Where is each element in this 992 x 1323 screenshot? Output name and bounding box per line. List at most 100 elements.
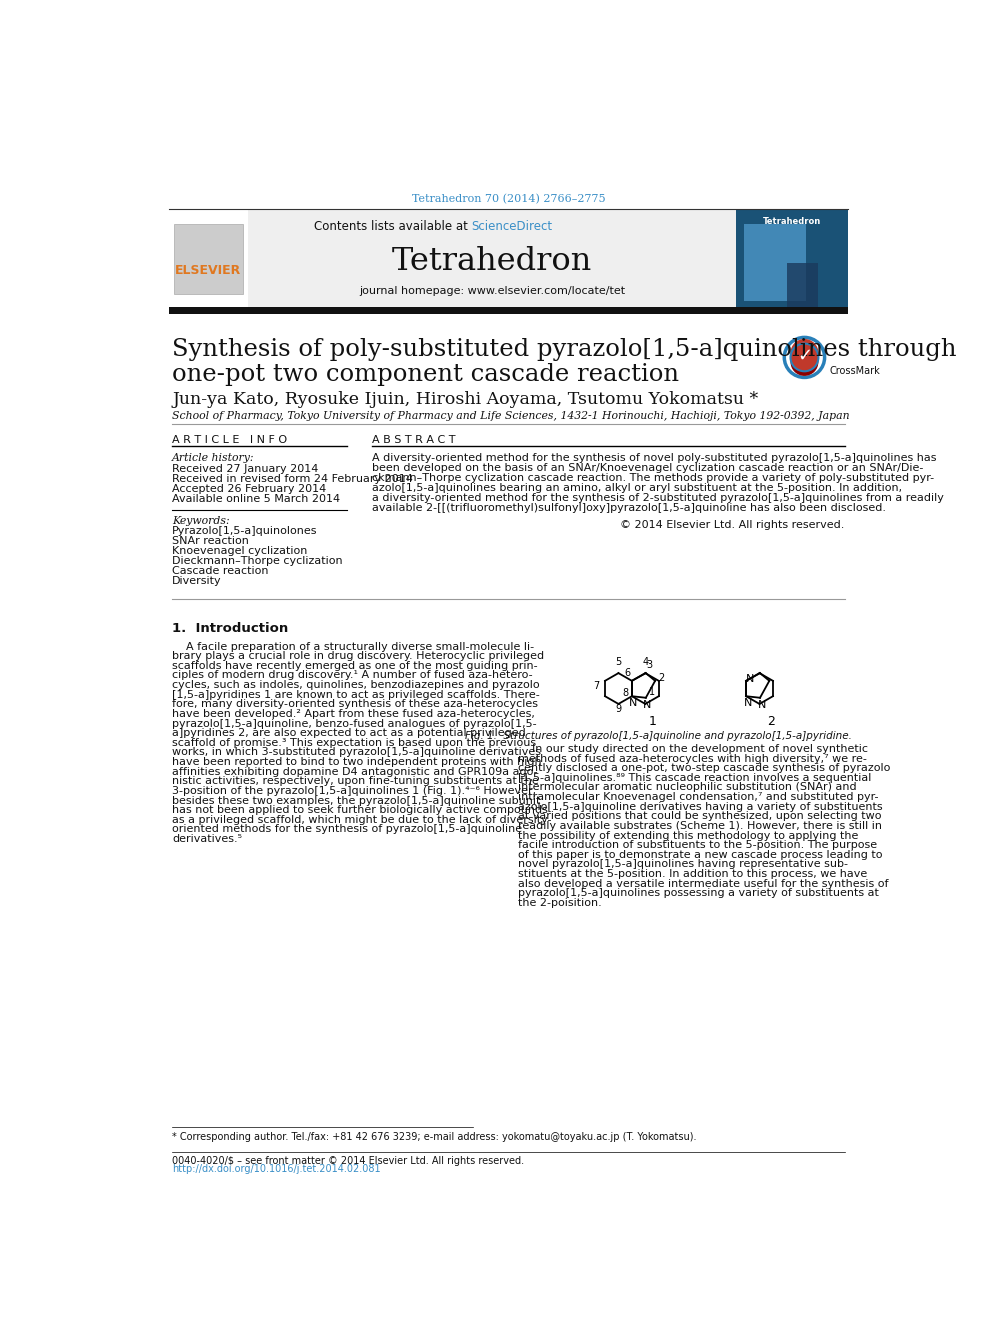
Text: A facile preparation of a structurally diverse small-molecule li-: A facile preparation of a structurally d… (172, 642, 534, 651)
Text: a]pyridines 2, are also expected to act as a potential privileged: a]pyridines 2, are also expected to act … (172, 728, 526, 738)
Text: cently disclosed a one-pot, two-step cascade synthesis of pyrazolo: cently disclosed a one-pot, two-step cas… (518, 763, 890, 773)
Text: Synthesis of poly-substituted pyrazolo[1,5-a]quinolines through: Synthesis of poly-substituted pyrazolo[1… (172, 339, 956, 361)
Text: [1,5-a]pyridines 1 are known to act as privileged scaffolds. There-: [1,5-a]pyridines 1 are known to act as p… (172, 689, 540, 700)
Text: CrossMark: CrossMark (829, 365, 880, 376)
Text: azolo[1,5-a]quinolines bearing an amino, alkyl or aryl substituent at the 5-posi: azolo[1,5-a]quinolines bearing an amino,… (372, 483, 902, 493)
Text: available 2-[[(trifluoromethyl)sulfonyl]oxy]pyrazolo[1,5-a]quinoline has also be: available 2-[[(trifluoromethyl)sulfonyl]… (372, 503, 886, 513)
Text: Received 27 January 2014: Received 27 January 2014 (172, 464, 318, 474)
Text: N: N (757, 700, 766, 709)
Text: journal homepage: www.elsevier.com/locate/tet: journal homepage: www.elsevier.com/locat… (359, 286, 625, 296)
Text: scaffolds have recently emerged as one of the most guiding prin-: scaffolds have recently emerged as one o… (172, 660, 538, 671)
Text: N: N (746, 673, 754, 684)
Text: as a privileged scaffold, which might be due to the lack of diversity-: as a privileged scaffold, which might be… (172, 815, 552, 824)
Circle shape (791, 339, 818, 366)
Text: also developed a versatile intermediate useful for the synthesis of: also developed a versatile intermediate … (518, 878, 888, 889)
Text: 8: 8 (623, 688, 629, 699)
Text: works, in which 3-substituted pyrazolo[1,5-a]quinoline derivatives: works, in which 3-substituted pyrazolo[1… (172, 747, 541, 758)
Text: SNAr reaction: SNAr reaction (172, 536, 249, 546)
Text: nistic activities, respectively, upon fine-tuning substituents at the: nistic activities, respectively, upon fi… (172, 777, 539, 786)
Text: Diversity: Diversity (172, 577, 221, 586)
FancyBboxPatch shape (736, 210, 848, 308)
Text: Knoevenagel cyclization: Knoevenagel cyclization (172, 546, 308, 557)
Text: ScienceDirect: ScienceDirect (471, 220, 553, 233)
Text: Accepted 26 February 2014: Accepted 26 February 2014 (172, 484, 326, 493)
Text: 2: 2 (767, 716, 775, 729)
Text: facile introduction of substituents to the 5-position. The purpose: facile introduction of substituents to t… (518, 840, 877, 851)
Text: readily available substrates (Scheme 1). However, there is still in: readily available substrates (Scheme 1).… (518, 822, 882, 831)
Text: Contents lists available at: Contents lists available at (313, 220, 471, 233)
Text: Cascade reaction: Cascade reaction (172, 566, 269, 577)
Text: affinities exhibiting dopamine D4 antagonistic and GPR109a ago-: affinities exhibiting dopamine D4 antago… (172, 766, 538, 777)
Text: 1: 1 (649, 687, 655, 697)
Circle shape (791, 348, 818, 376)
Text: derivatives.⁵: derivatives.⁵ (172, 833, 242, 844)
Text: 1: 1 (649, 716, 657, 729)
FancyBboxPatch shape (248, 210, 736, 308)
Text: 3: 3 (646, 660, 652, 669)
Text: 1.  Introduction: 1. Introduction (172, 622, 289, 635)
Text: the possibility of extending this methodology to applying the: the possibility of extending this method… (518, 831, 858, 840)
Text: Fig. 1.  Structures of pyrazolo[1,5-a]quinoline and pyrazolo[1,5-a]pyridine.: Fig. 1. Structures of pyrazolo[1,5-a]qui… (465, 732, 852, 741)
Text: has not been applied to seek further biologically active compounds: has not been applied to seek further bio… (172, 806, 548, 815)
Text: brary plays a crucial role in drug discovery. Heterocyclic privileged: brary plays a crucial role in drug disco… (172, 651, 545, 662)
Text: a diversity-oriented method for the synthesis of 2-substituted pyrazolo[1,5-a]qu: a diversity-oriented method for the synt… (372, 493, 943, 503)
Text: 5: 5 (615, 658, 622, 667)
Text: 3-position of the pyrazolo[1,5-a]quinolines 1 (Fig. 1).⁴⁻⁶ However,: 3-position of the pyrazolo[1,5-a]quinoli… (172, 786, 536, 796)
Text: at varied positions that could be synthesized, upon selecting two: at varied positions that could be synthe… (518, 811, 881, 822)
Text: N: N (629, 699, 638, 708)
Text: © 2014 Elsevier Ltd. All rights reserved.: © 2014 Elsevier Ltd. All rights reserved… (620, 520, 845, 531)
Text: the 2-poisition.: the 2-poisition. (518, 898, 601, 908)
Text: Jun-ya Kato, Ryosuke Ijuin, Hiroshi Aoyama, Tsutomu Yokomatsu *: Jun-ya Kato, Ryosuke Ijuin, Hiroshi Aoya… (172, 390, 758, 407)
Text: oriented methods for the synthesis of pyrazolo[1,5-a]quinoline: oriented methods for the synthesis of py… (172, 824, 522, 835)
Text: Keywords:: Keywords: (172, 516, 230, 525)
Text: School of Pharmacy, Tokyo University of Pharmacy and Life Sciences, 1432-1 Horin: School of Pharmacy, Tokyo University of … (172, 411, 850, 421)
FancyBboxPatch shape (787, 263, 817, 308)
Text: azolo[1,5-a]quinoline derivatives having a variety of substituents: azolo[1,5-a]quinoline derivatives having… (518, 802, 882, 812)
Text: scaffold of promise.³ This expectation is based upon the previous: scaffold of promise.³ This expectation i… (172, 738, 536, 747)
Text: Tetrahedron 70 (2014) 2766–2775: Tetrahedron 70 (2014) 2766–2775 (412, 193, 605, 204)
Text: have been developed.² Apart from these fused aza-heterocycles,: have been developed.² Apart from these f… (172, 709, 535, 718)
Text: A B S T R A C T: A B S T R A C T (372, 435, 455, 445)
Text: * Corresponding author. Tel./fax: +81 42 676 3239; e-mail address: yokomatu@toya: * Corresponding author. Tel./fax: +81 42… (172, 1131, 696, 1142)
Text: Received in revised form 24 February 2014: Received in revised form 24 February 201… (172, 474, 413, 484)
Text: of this paper is to demonstrate a new cascade process leading to: of this paper is to demonstrate a new ca… (518, 849, 882, 860)
Text: Available online 5 March 2014: Available online 5 March 2014 (172, 493, 340, 504)
Text: In our study directed on the development of novel synthetic: In our study directed on the development… (518, 744, 868, 754)
Text: been developed on the basis of an SNAr/Knoevenagel cyclization cascade reaction : been developed on the basis of an SNAr/K… (372, 463, 924, 474)
Text: pyrazolo[1,5-a]quinoline, benzo-fused analogues of pyrazolo[1,5-: pyrazolo[1,5-a]quinoline, benzo-fused an… (172, 718, 537, 729)
FancyBboxPatch shape (175, 224, 243, 294)
Text: intermolecular aromatic nucleophilic substitution (SNAr) and: intermolecular aromatic nucleophilic sub… (518, 782, 856, 792)
Text: besides these two examples, the pyrazolo[1,5-a]quinoline subunit: besides these two examples, the pyrazolo… (172, 795, 541, 806)
Text: intramolecular Knoevenagel condensation,⁷ and substituted pyr-: intramolecular Knoevenagel condensation,… (518, 792, 878, 802)
Text: Dieckmann–Thorpe cyclization: Dieckmann–Thorpe cyclization (172, 557, 342, 566)
Text: Pyrazolo[1,5-a]quinolones: Pyrazolo[1,5-a]quinolones (172, 527, 317, 536)
Text: stituents at the 5-position. In addition to this process, we have: stituents at the 5-position. In addition… (518, 869, 867, 878)
Text: Tetrahedron: Tetrahedron (763, 217, 821, 226)
Text: ✓: ✓ (797, 347, 812, 365)
Text: A diversity-oriented method for the synthesis of novel poly-substituted pyrazolo: A diversity-oriented method for the synt… (372, 454, 936, 463)
Text: N: N (743, 699, 752, 708)
Text: Article history:: Article history: (172, 454, 255, 463)
Text: methods of fused aza-heterocycles with high diversity,⁷ we re-: methods of fused aza-heterocycles with h… (518, 754, 867, 763)
Text: have been reported to bind to two independent proteins with high: have been reported to bind to two indepe… (172, 757, 542, 767)
FancyBboxPatch shape (169, 210, 248, 308)
Text: N: N (643, 700, 652, 709)
Text: ckmann–Thorpe cyclization cascade reaction. The methods provide a variety of pol: ckmann–Thorpe cyclization cascade reacti… (372, 474, 934, 483)
Text: 7: 7 (593, 680, 600, 691)
FancyBboxPatch shape (744, 224, 806, 302)
Text: novel pyrazolo[1,5-a]quinolines having representative sub-: novel pyrazolo[1,5-a]quinolines having r… (518, 860, 848, 869)
Text: [1,5-a]quinolines.⁸⁹ This cascade reaction involves a sequential: [1,5-a]quinolines.⁸⁹ This cascade reacti… (518, 773, 871, 783)
Text: pyrazolo[1,5-a]quinolines possessing a variety of substituents at: pyrazolo[1,5-a]quinolines possessing a v… (518, 888, 879, 898)
Text: 4: 4 (642, 658, 649, 667)
Text: ELSEVIER: ELSEVIER (176, 263, 242, 277)
Text: Tetrahedron: Tetrahedron (392, 246, 592, 277)
FancyBboxPatch shape (169, 307, 848, 314)
Text: 9: 9 (615, 704, 622, 713)
Text: A R T I C L E   I N F O: A R T I C L E I N F O (172, 435, 287, 445)
Text: one-pot two component cascade reaction: one-pot two component cascade reaction (172, 363, 680, 386)
Text: 0040-4020/$ – see front matter © 2014 Elsevier Ltd. All rights reserved.: 0040-4020/$ – see front matter © 2014 El… (172, 1155, 524, 1166)
Text: cycles, such as indoles, quinolines, benzodiazepines and pyrazolo: cycles, such as indoles, quinolines, ben… (172, 680, 540, 691)
Text: http://dx.doi.org/10.1016/j.tet.2014.02.081: http://dx.doi.org/10.1016/j.tet.2014.02.… (172, 1164, 381, 1174)
Text: ciples of modern drug discovery.¹ A number of fused aza-hetero-: ciples of modern drug discovery.¹ A numb… (172, 671, 533, 680)
Circle shape (791, 344, 818, 372)
